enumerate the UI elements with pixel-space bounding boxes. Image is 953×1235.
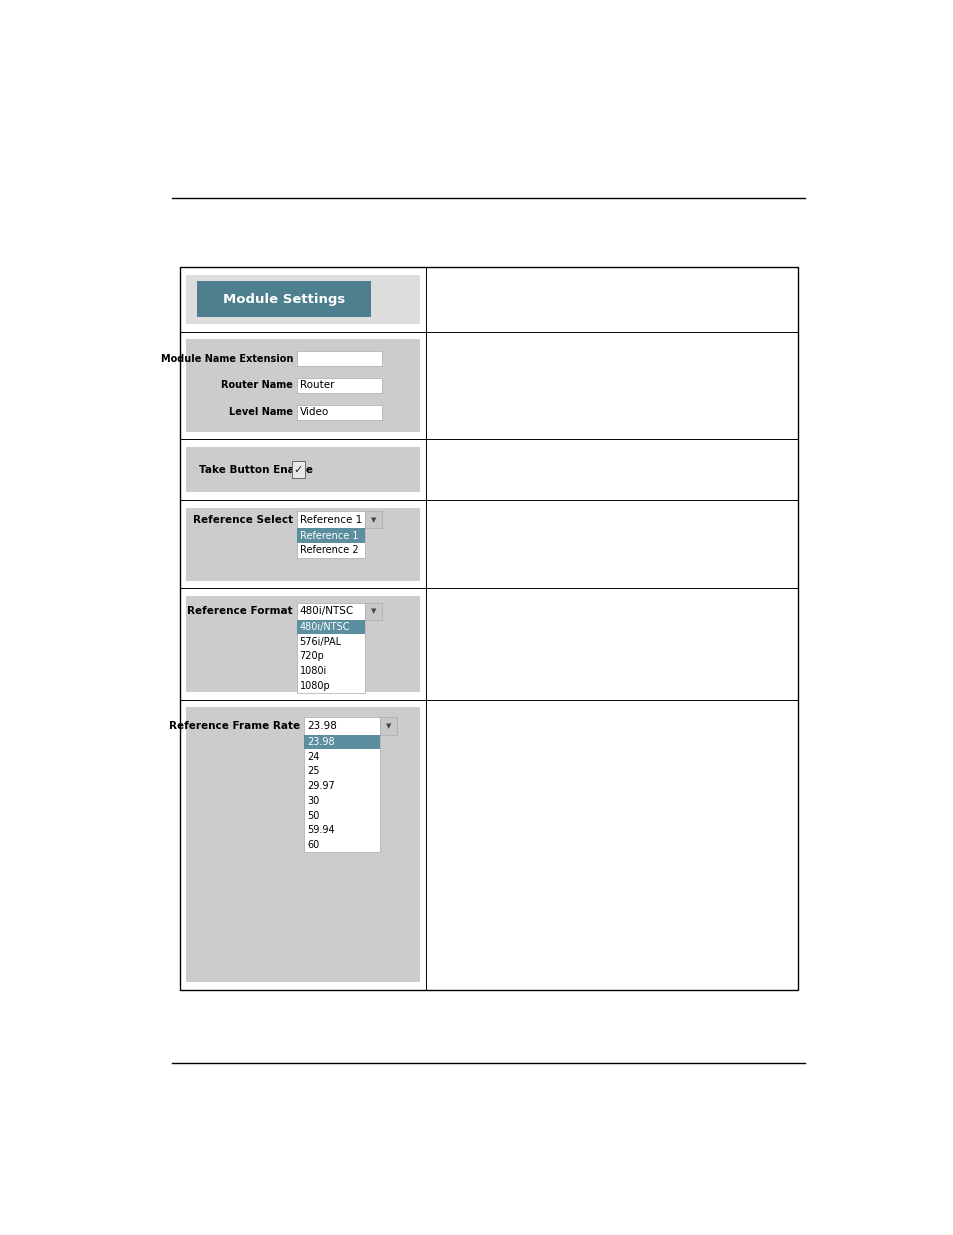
Text: ▼: ▼ xyxy=(371,608,375,614)
Bar xyxy=(186,597,419,692)
Text: ▼: ▼ xyxy=(371,516,375,522)
Bar xyxy=(296,620,365,635)
Bar xyxy=(296,511,365,529)
Bar xyxy=(380,718,396,735)
Bar xyxy=(296,405,381,420)
Bar xyxy=(304,735,380,852)
Text: Module Settings: Module Settings xyxy=(222,293,345,306)
Text: Reference Format: Reference Format xyxy=(187,606,293,616)
Text: 1080i: 1080i xyxy=(299,666,327,677)
Text: Reference 1: Reference 1 xyxy=(299,531,357,541)
Text: 23.98: 23.98 xyxy=(307,721,336,731)
Bar xyxy=(296,529,365,558)
Text: 50: 50 xyxy=(307,810,319,820)
Text: Take Button Enable: Take Button Enable xyxy=(199,464,313,474)
Bar xyxy=(296,603,365,620)
Bar xyxy=(365,603,381,620)
Bar xyxy=(292,461,305,478)
Bar xyxy=(296,529,365,543)
Bar xyxy=(186,508,419,580)
Bar xyxy=(365,511,381,529)
Text: Level Name: Level Name xyxy=(229,408,293,417)
Bar xyxy=(304,718,380,735)
Text: ▼: ▼ xyxy=(385,722,391,729)
Text: 1080p: 1080p xyxy=(299,680,330,690)
Text: 480i/NTSC: 480i/NTSC xyxy=(299,622,350,632)
Bar xyxy=(296,351,381,367)
Bar xyxy=(296,620,365,693)
Text: 480i/NTSC: 480i/NTSC xyxy=(299,606,354,616)
Text: 25: 25 xyxy=(307,767,319,777)
Bar xyxy=(186,447,419,493)
Text: Reference 2: Reference 2 xyxy=(299,546,358,556)
Text: Router Name: Router Name xyxy=(221,380,293,390)
Text: 29.97: 29.97 xyxy=(307,782,335,792)
Bar xyxy=(296,378,381,393)
Bar xyxy=(180,267,797,989)
Text: Reference Frame Rate: Reference Frame Rate xyxy=(169,721,300,731)
Text: ✓: ✓ xyxy=(294,464,302,474)
Bar xyxy=(186,274,419,324)
Text: Reference Select: Reference Select xyxy=(193,515,293,525)
Text: 23.98: 23.98 xyxy=(307,737,335,747)
Text: 720p: 720p xyxy=(299,652,324,662)
Text: Video: Video xyxy=(299,408,329,417)
Text: 576i/PAL: 576i/PAL xyxy=(299,637,341,647)
Bar xyxy=(304,735,380,750)
Bar xyxy=(186,708,419,982)
Text: 30: 30 xyxy=(307,795,319,806)
Text: 24: 24 xyxy=(307,752,319,762)
Text: 59.94: 59.94 xyxy=(307,825,335,835)
Bar xyxy=(196,282,370,317)
Text: Module Name Extension: Module Name Extension xyxy=(160,353,293,363)
Text: 60: 60 xyxy=(307,840,319,850)
Bar xyxy=(186,340,419,431)
Text: Router: Router xyxy=(299,380,334,390)
Text: Reference 1: Reference 1 xyxy=(299,515,361,525)
